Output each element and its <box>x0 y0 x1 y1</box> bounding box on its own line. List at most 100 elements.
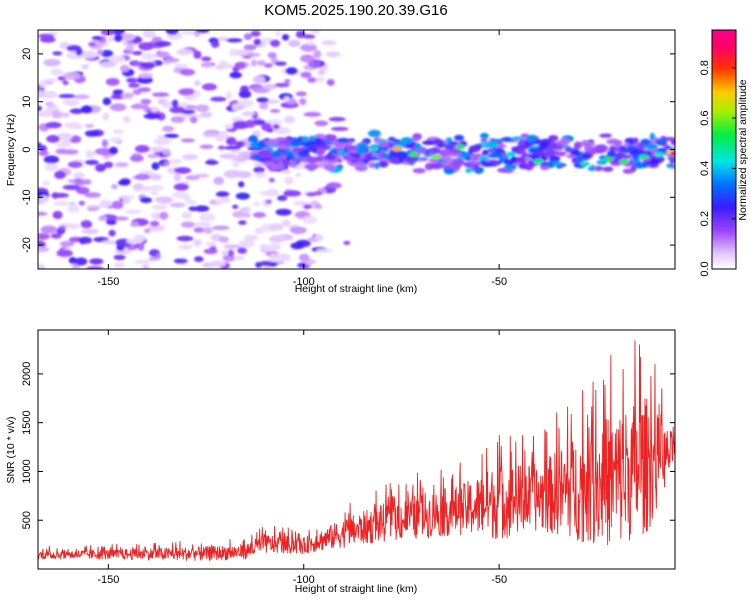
heatmap-cell <box>73 94 90 100</box>
heatmap-cell <box>258 102 269 110</box>
colorbar-ticks: 0.0 0.2 0.4 0.6 0.8 <box>699 60 736 277</box>
heatmap-cell <box>38 246 50 253</box>
heatmap-cell <box>50 68 64 76</box>
heatmap-cell <box>226 38 243 43</box>
heatmap-cell <box>59 240 75 247</box>
heatmap-cell <box>140 185 152 192</box>
heatmap-cell <box>445 157 454 163</box>
heatmap-cell <box>101 240 118 245</box>
heatmap-cell <box>269 108 281 113</box>
x-tick-label: -150 <box>97 574 119 586</box>
heatmap-cell <box>238 151 252 160</box>
heatmap-cell <box>250 30 261 37</box>
heatmap-cell <box>173 173 182 182</box>
heatmap-cell <box>526 134 538 142</box>
heatmap-cell <box>310 30 321 34</box>
heatmap-cell <box>39 79 48 88</box>
heatmap-cell <box>235 171 252 179</box>
heatmap-cell <box>38 263 45 269</box>
heatmap-cell <box>465 156 471 161</box>
heatmap-cell <box>638 154 649 160</box>
heatmap-cell <box>316 248 333 253</box>
heatmap-cell <box>88 42 97 47</box>
heatmap-cell <box>225 136 237 146</box>
heatmap-cell <box>254 162 264 167</box>
heatmap-cell <box>80 220 93 229</box>
heatmap-cell <box>113 34 123 42</box>
heatmap-cell <box>240 85 250 93</box>
heatmap-cell <box>580 140 591 147</box>
heatmap-cell <box>325 51 341 58</box>
heatmap-cell <box>314 120 329 127</box>
heatmap-cell <box>374 162 380 170</box>
heatmap-cell <box>39 36 56 43</box>
heatmap-cell <box>67 204 80 213</box>
heatmap-cell <box>251 154 262 160</box>
heatmap-cell <box>515 144 530 150</box>
heatmap-cell <box>501 152 508 157</box>
heatmap-cell <box>136 76 153 84</box>
heatmap-cell <box>164 57 180 63</box>
heatmap-cell <box>308 135 316 141</box>
heatmap-cell <box>330 126 349 131</box>
heatmap-cell <box>481 162 494 167</box>
heatmap-cell <box>455 144 466 150</box>
heatmap-cell <box>38 90 46 98</box>
heatmap-cell <box>62 98 81 106</box>
heatmap-cell <box>492 159 499 166</box>
heatmap-cell <box>108 55 126 64</box>
y-tick-label: -20 <box>21 237 33 253</box>
heatmap-cell <box>247 52 261 57</box>
heatmap-cell <box>134 259 152 265</box>
heatmap-cell <box>393 151 408 159</box>
heatmap-cell <box>81 64 89 70</box>
heatmap-cell <box>108 146 118 155</box>
heatmap-cell <box>307 77 317 83</box>
heatmap-cell <box>56 249 73 257</box>
heatmap-cell <box>556 151 567 157</box>
heatmap-cell <box>95 147 113 155</box>
heatmap-cell <box>38 233 50 240</box>
heatmap-cell <box>515 149 527 156</box>
heatmap-cell <box>328 117 346 122</box>
heatmap-cell <box>571 158 578 164</box>
snr-frame <box>37 329 676 570</box>
heatmap-cell <box>100 49 114 58</box>
heatmap-cell <box>304 163 319 170</box>
heatmap-cell <box>169 106 186 114</box>
heatmap-cell <box>360 143 367 151</box>
heatmap-cell <box>64 121 81 129</box>
heatmap-cell <box>193 90 201 98</box>
heatmap-cell <box>454 134 465 141</box>
heatmap-cell <box>264 140 279 147</box>
heatmap-cell <box>44 163 58 172</box>
heatmap-cell <box>99 61 117 68</box>
heatmap-cell <box>280 169 292 175</box>
heatmap-cell <box>324 154 337 160</box>
heatmap-cell <box>67 161 83 168</box>
heatmap-cell <box>523 163 537 167</box>
heatmap-cell <box>607 150 617 157</box>
heatmap-cell <box>265 199 273 204</box>
heatmap-cell <box>369 146 380 151</box>
heatmap-cell <box>315 76 325 83</box>
colorbar-gradient <box>711 29 737 270</box>
heatmap-cell <box>583 145 594 152</box>
heatmap-cell <box>414 143 422 151</box>
heatmap-cell <box>637 143 645 151</box>
heatmap-cell <box>218 236 229 243</box>
heatmap-cell <box>193 50 202 59</box>
heatmap-cell <box>303 204 312 210</box>
heatmap-cell <box>288 161 298 168</box>
heatmap-cell <box>73 179 87 186</box>
heatmap-cell <box>315 148 325 156</box>
heatmap-cell <box>180 221 196 228</box>
heatmap-cell <box>142 104 150 112</box>
heatmap-cell <box>473 164 479 171</box>
heatmap-cell <box>288 39 301 47</box>
heatmap-cell <box>620 154 633 160</box>
heatmap-cell <box>224 123 234 129</box>
heatmap-cell <box>559 138 570 146</box>
x-tick-label: -50 <box>491 574 507 586</box>
heatmap-cell <box>540 165 549 171</box>
